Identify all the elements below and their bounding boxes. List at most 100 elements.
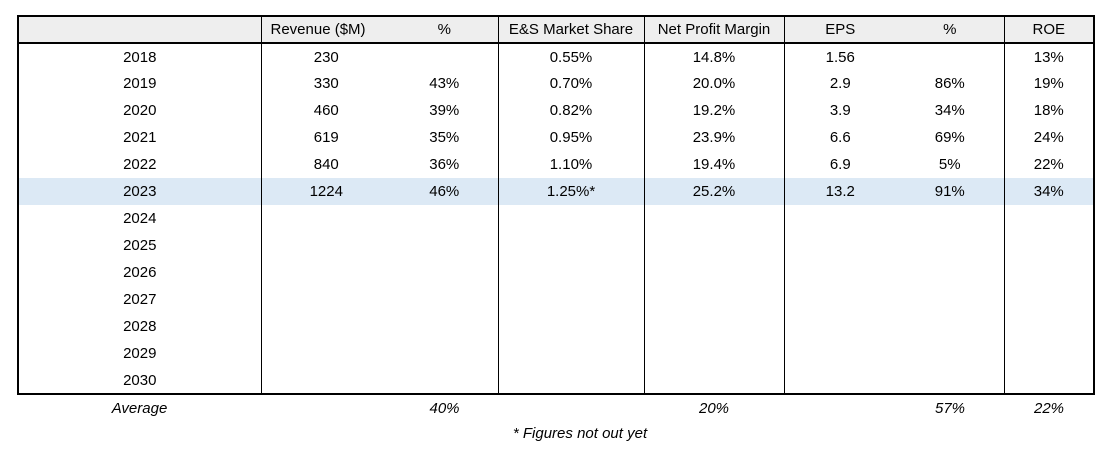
cell-eps: 1.56 [825, 48, 855, 66]
cell-es-market-share [498, 259, 645, 286]
cell-year: 2028 [17, 313, 262, 340]
cell-net-profit-margin [644, 286, 785, 313]
cell-revenue-m: 230 [313, 48, 339, 66]
cell-es-market-share: 0.55% [498, 43, 645, 70]
cell-es-market-share [498, 232, 645, 259]
table-row: 2025 [17, 232, 1095, 259]
cell-year: 2024 [17, 205, 262, 232]
cell-eps-growth-pct: 86% [896, 70, 1005, 97]
cell-net-profit-margin: 19.4% [644, 151, 785, 178]
financial-table: Revenue ($M)% E&S Market Share Net Profit … [17, 15, 1095, 422]
cell-eps [784, 286, 896, 313]
table-footer: Average 40% 20% 57% 22% [18, 394, 1094, 422]
table-row: 2024 [17, 205, 1095, 232]
cell-eps-growth-pct [896, 367, 1005, 395]
cell-net-profit-margin: 14.8% [644, 43, 785, 70]
cell-revenue-m [261, 286, 391, 313]
cell-net-profit-margin [644, 367, 785, 395]
cell-year: 2029 [17, 340, 262, 367]
cell-net-profit-margin [644, 205, 785, 232]
cell-eps-growth-pct [896, 340, 1005, 367]
table-row: 2021 619 35% 0.95% 23.9% 6.6 69% 24% [17, 124, 1095, 151]
cell-net-profit-margin [644, 340, 785, 367]
cell-eps: 6.6 [829, 129, 851, 146]
cell-year: 2021 [17, 124, 262, 151]
cell-year: 2018 [17, 43, 262, 70]
cell-net-profit-margin: 23.9% [644, 124, 785, 151]
cell-revenue-m [261, 313, 391, 340]
cell-roe [1004, 232, 1095, 259]
col-header-roe: ROE [1004, 15, 1095, 44]
cell-year: 2027 [17, 286, 262, 313]
cell-eps-growth-pct: 69% [896, 124, 1005, 151]
cell-roe [1004, 340, 1095, 367]
col-header-revenue-m: Revenue ($M) [261, 15, 391, 44]
cell-es-market-share [498, 340, 645, 367]
cell-revenue-growth-pct [391, 286, 499, 313]
cell-eps [784, 313, 896, 340]
cell-revenue-growth-pct: 36% [391, 151, 499, 178]
table-row: 2030 [17, 367, 1095, 395]
table-row: 2026 [17, 259, 1095, 286]
average-es-market-share [498, 394, 644, 422]
table-row: 2028 [17, 313, 1095, 340]
cell-year: 2023 [17, 178, 262, 205]
cell-eps [784, 232, 896, 259]
average-net-profit-margin: 20% [698, 400, 730, 417]
cell-eps [784, 367, 896, 395]
cell-es-market-share [498, 286, 645, 313]
table-row: 2027 [17, 286, 1095, 313]
cell-roe: 22% [1004, 151, 1095, 178]
cell-revenue-growth-pct: 35% [391, 124, 499, 151]
cell-revenue-m [261, 340, 391, 367]
cell-eps-growth-pct [896, 259, 1005, 286]
cell-eps-growth-pct [896, 313, 1005, 340]
cell-es-market-share: 1.25%* [498, 178, 645, 205]
cell-revenue-m: 330 [313, 75, 339, 92]
cell-eps-growth-pct [896, 205, 1005, 232]
cell-eps [784, 259, 896, 286]
cell-roe [1004, 286, 1095, 313]
cell-es-market-share: 0.70% [498, 70, 645, 97]
average-revenue-m [261, 394, 391, 422]
cell-eps-growth-pct: 34% [896, 97, 1005, 124]
cell-revenue-growth-pct: 46% [391, 178, 499, 205]
cell-revenue-growth-pct: 39% [391, 97, 499, 124]
cell-eps-growth-pct: 5% [896, 151, 1005, 178]
header-row: Revenue ($M)% E&S Market Share Net Profit … [17, 15, 1095, 44]
average-eps [784, 394, 896, 422]
col-header-eps: EPS [784, 15, 896, 44]
cell-roe: 19% [1004, 70, 1095, 97]
table-row: 2018 230 0.55% 14.8% 1.56 13% [17, 43, 1095, 70]
cell-eps-growth-pct [896, 43, 1005, 70]
cell-net-profit-margin: 25.2% [644, 178, 785, 205]
cell-eps-growth-pct: 91% [896, 178, 1005, 205]
cell-es-market-share [498, 313, 645, 340]
cell-roe: 34% [1004, 178, 1095, 205]
table-row: 2022 840 36% 1.10% 19.4% 6.9 5% 22% [17, 151, 1095, 178]
cell-revenue-m [261, 205, 391, 232]
cell-revenue-growth-pct [391, 259, 499, 286]
cell-roe [1004, 205, 1095, 232]
cell-net-profit-margin [644, 313, 785, 340]
table-body: 2018 230 0.55% 14.8% 1.56 13% 2019 330 43% 0.70% 2… [17, 43, 1095, 395]
cell-revenue-growth-pct [391, 367, 499, 395]
cell-year: 2030 [17, 367, 262, 395]
cell-revenue-m: 619 [313, 129, 339, 146]
cell-revenue-growth-pct [391, 340, 499, 367]
cell-eps [784, 205, 896, 232]
cell-year: 2019 [17, 70, 262, 97]
cell-year: 2022 [17, 151, 262, 178]
cell-revenue-growth-pct [391, 232, 499, 259]
cell-revenue-m: 840 [313, 156, 339, 173]
cell-es-market-share: 0.82% [498, 97, 645, 124]
cell-eps: 6.9 [829, 156, 851, 173]
cell-net-profit-margin [644, 259, 785, 286]
average-revenue-growth-pct: 40% [429, 400, 460, 417]
col-header-eps-growth-pct: % [896, 15, 1005, 44]
col-header-revenue-growth-pct: % [391, 15, 499, 44]
average-row: Average 40% 20% 57% 22% [18, 394, 1094, 422]
cell-roe [1004, 259, 1095, 286]
cell-es-market-share: 0.95% [498, 124, 645, 151]
